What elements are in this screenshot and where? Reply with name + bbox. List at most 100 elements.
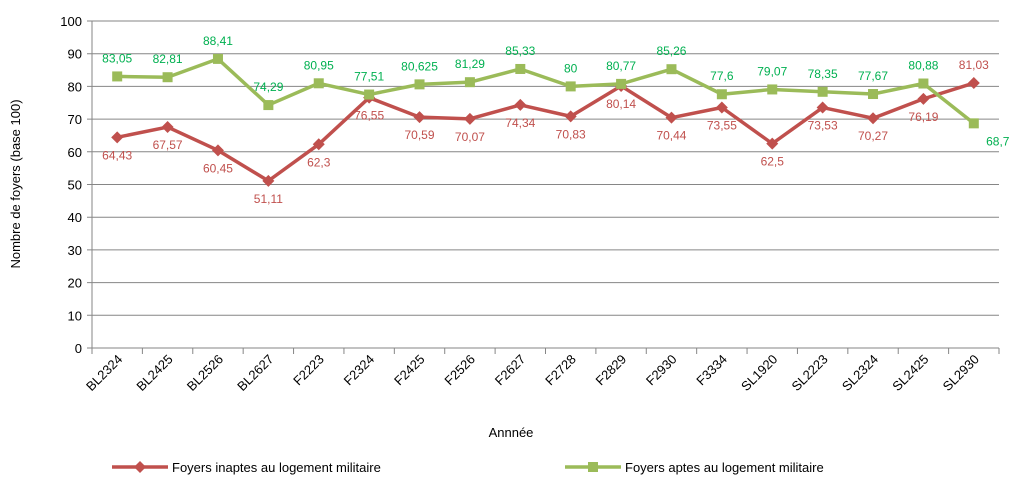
marker [767, 84, 778, 95]
series-line [116, 81, 975, 183]
y-axis-title: Nombre de foyers (base 100) [8, 99, 23, 268]
marker [666, 64, 677, 75]
marker [161, 121, 174, 134]
data-label: 81,03 [959, 58, 989, 72]
marker [588, 462, 598, 472]
x-tick-label: SL2930 [940, 352, 982, 394]
marker [817, 86, 828, 97]
marker [515, 63, 526, 74]
x-tick-label: SL2223 [788, 352, 830, 394]
y-tick-label: 0 [75, 341, 82, 356]
data-label: 80,95 [304, 58, 334, 72]
data-label: 76,19 [908, 110, 938, 124]
data-label: 79,07 [757, 64, 787, 78]
data-label: 64,43 [102, 148, 132, 162]
marker [414, 79, 425, 90]
x-axis-title: Annnée [489, 425, 534, 440]
y-tick-label: 60 [68, 145, 82, 160]
data-label: 82,81 [153, 52, 183, 66]
x-tick-label: F2425 [391, 352, 428, 389]
marker [364, 89, 375, 100]
y-tick-label: 20 [68, 276, 82, 291]
y-tick-label: 90 [68, 47, 82, 62]
data-label: 70,59 [405, 128, 435, 142]
marker [514, 98, 527, 111]
data-label: 70,27 [858, 129, 888, 143]
marker [766, 137, 779, 150]
x-tick-label: F2930 [643, 352, 680, 389]
marker [867, 112, 880, 125]
data-label: 83,05 [102, 51, 132, 65]
data-label: 80,625 [401, 59, 438, 73]
marker [918, 78, 929, 89]
marker [564, 110, 577, 123]
y-tick-label: 100 [60, 14, 82, 29]
marker [111, 131, 124, 144]
marker [715, 101, 728, 114]
marker [716, 89, 727, 100]
data-label: 81,29 [455, 57, 485, 71]
marker [967, 77, 980, 90]
marker [565, 81, 576, 92]
marker [312, 138, 325, 151]
x-tick-label: F2829 [593, 352, 630, 389]
x-tick-label: F3334 [693, 352, 730, 389]
marker [413, 111, 426, 124]
data-label: 62,3 [307, 155, 331, 169]
series-line [117, 57, 975, 125]
data-label: 70,07 [455, 130, 485, 144]
legend-label: Foyers aptes au logement militaire [625, 460, 824, 475]
data-label: 88,41 [203, 34, 233, 48]
marker [665, 111, 678, 124]
legend-label: Foyers inaptes au logement militaire [172, 460, 381, 475]
data-label: 85,26 [656, 44, 686, 58]
x-tick-label: SL2425 [889, 352, 931, 394]
marker [816, 101, 829, 114]
x-tick-label: BL2526 [184, 352, 226, 394]
marker [162, 72, 173, 83]
data-label: 77,6 [710, 69, 734, 83]
data-label: 85,33 [505, 44, 535, 58]
data-label: 68,7 [986, 134, 1010, 148]
y-tick-label: 80 [68, 79, 82, 94]
marker [212, 53, 223, 64]
marker [463, 112, 476, 125]
marker [968, 118, 979, 129]
y-tick-label: 30 [68, 243, 82, 258]
x-tick-label: F2728 [542, 352, 579, 389]
data-label: 74,34 [505, 116, 535, 130]
data-label: 76,55 [354, 109, 384, 123]
y-tick-label: 50 [68, 178, 82, 193]
data-label: 70,83 [556, 127, 586, 141]
data-label: 80,88 [908, 59, 938, 73]
data-label: 60,45 [203, 161, 233, 175]
x-tick-label: F2526 [441, 352, 478, 389]
marker [134, 461, 146, 473]
data-label: 80,77 [606, 59, 636, 73]
x-tick-label: F2324 [341, 352, 378, 389]
data-label: 80 [564, 61, 578, 75]
marker [263, 100, 274, 111]
x-tick-label: F2223 [290, 352, 327, 389]
x-tick-label: SL2324 [839, 352, 881, 394]
marker [616, 78, 627, 89]
data-label: 73,55 [707, 118, 737, 132]
y-tick-label: 10 [68, 308, 82, 323]
marker [211, 144, 224, 157]
marker [313, 78, 324, 89]
data-label: 51,11 [254, 192, 283, 206]
x-tick-label: BL2425 [133, 352, 175, 394]
data-label: 77,67 [858, 69, 888, 83]
x-tick-label: F2627 [492, 352, 529, 389]
x-tick-label: BL2627 [234, 352, 276, 394]
data-label: 73,53 [808, 119, 838, 133]
y-tick-label: 70 [68, 112, 82, 127]
marker [917, 92, 930, 105]
data-label: 78,35 [808, 67, 838, 81]
marker [262, 174, 275, 187]
marker [464, 77, 475, 88]
y-tick-label: 40 [68, 210, 82, 225]
data-label: 62,5 [761, 155, 785, 169]
data-label: 77,51 [354, 70, 384, 84]
